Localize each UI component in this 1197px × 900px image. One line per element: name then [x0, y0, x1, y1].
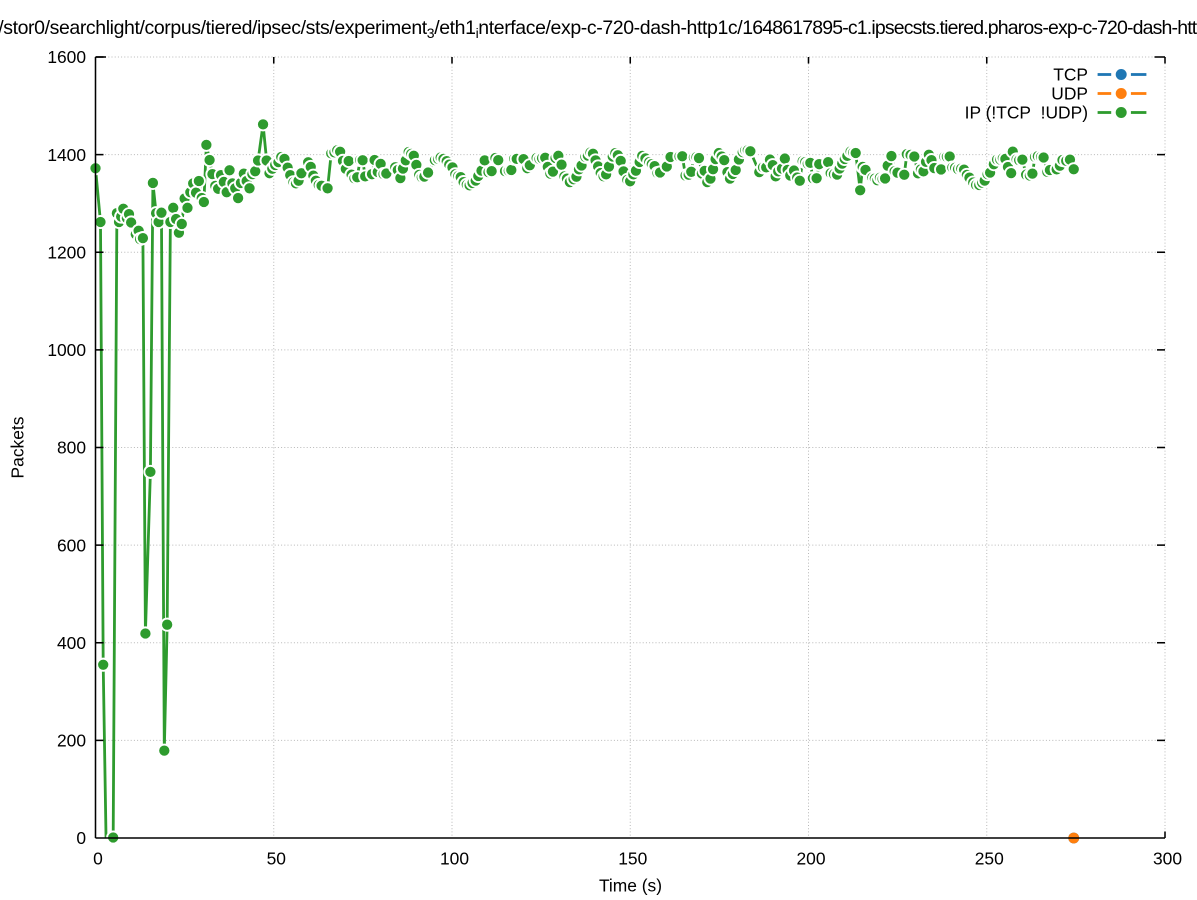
svg-text:150: 150 — [618, 849, 647, 869]
svg-text:1600: 1600 — [47, 47, 86, 67]
svg-text:1000: 1000 — [47, 340, 86, 360]
svg-text:600: 600 — [57, 535, 86, 555]
svg-text:1200: 1200 — [47, 242, 86, 262]
svg-text:800: 800 — [57, 438, 86, 458]
svg-text:0: 0 — [76, 828, 86, 848]
svg-text:400: 400 — [57, 633, 86, 653]
svg-text:200: 200 — [57, 731, 86, 751]
svg-text:50: 50 — [267, 849, 286, 869]
svg-text:300: 300 — [1153, 849, 1182, 869]
svg-text:0: 0 — [93, 849, 103, 869]
svg-text:Time (s): Time (s) — [599, 876, 662, 896]
svg-text:250: 250 — [975, 849, 1004, 869]
svg-text:1400: 1400 — [47, 145, 86, 165]
svg-text:200: 200 — [796, 849, 825, 869]
svg-text:100: 100 — [440, 849, 469, 869]
svg-text:UDP: UDP — [1051, 84, 1088, 104]
svg-text:IP (!TCP !UDP): IP (!TCP !UDP) — [965, 103, 1088, 123]
svg-text:TCP: TCP — [1053, 65, 1088, 85]
svg-text:Packets: Packets — [8, 416, 28, 478]
